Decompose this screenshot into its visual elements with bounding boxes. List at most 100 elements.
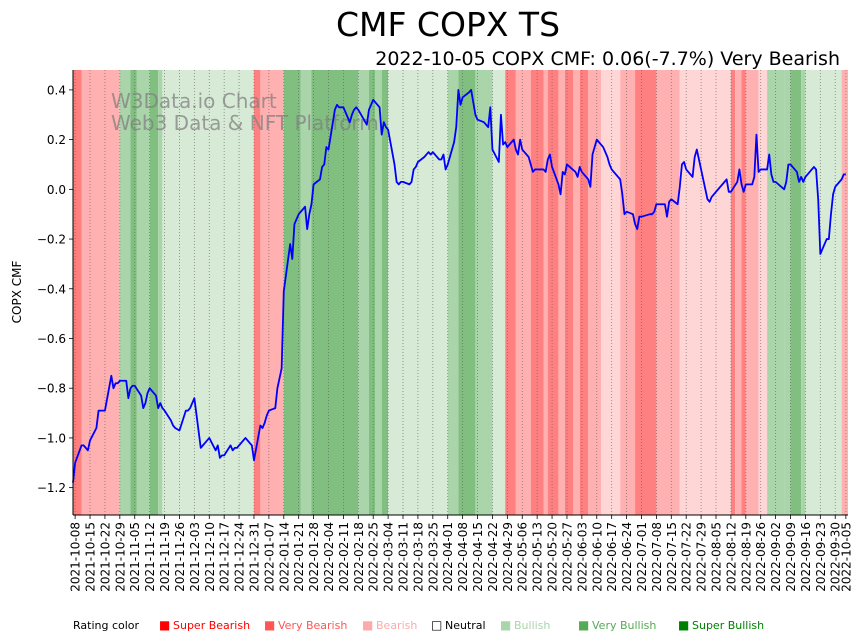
x-tick-label-43: 2022-08-05 <box>709 522 723 592</box>
x-tick-label-2: 2021-10-22 <box>98 522 112 592</box>
legend-label-6: Super Bullish <box>692 619 764 632</box>
rating-band-28 <box>564 70 574 515</box>
x-tick-label-1: 2021-10-15 <box>84 522 98 592</box>
y-tick-label-3: −0.2 <box>37 233 66 247</box>
x-tick-label-37: 2022-06-24 <box>620 522 634 592</box>
x-tick-label-35: 2022-06-10 <box>590 522 604 592</box>
rating-band-32 <box>601 70 621 515</box>
rating-band-41 <box>745 70 759 515</box>
rating-band-8 <box>253 70 261 515</box>
x-tick-label-45: 2022-08-19 <box>739 522 753 592</box>
x-tick-label-41: 2022-07-22 <box>680 522 694 592</box>
rating-band-48 <box>841 70 848 515</box>
x-tick-label-5: 2021-11-12 <box>143 522 157 592</box>
x-ticks: 2021-10-08 2021-10-15 2021-10-22 2021-10-29… <box>69 515 853 592</box>
rating-band-3 <box>130 70 137 515</box>
x-tick-label-21: 2022-03-04 <box>382 522 396 592</box>
rating-band-1 <box>81 70 120 515</box>
rating-band-33 <box>620 70 636 515</box>
legend-swatch-1: ■ <box>264 618 275 632</box>
rating-band-26 <box>547 70 559 515</box>
legend-label-5: Very Bullish <box>592 619 656 632</box>
x-tick-label-23: 2022-03-18 <box>411 522 425 592</box>
x-tick-label-32: 2022-05-20 <box>546 522 560 592</box>
rating-band-36 <box>667 70 680 515</box>
x-tick-label-10: 2021-12-17 <box>218 522 232 592</box>
y-tick-label-8: −1.2 <box>37 481 66 495</box>
y-tick-label-4: −0.4 <box>37 282 66 296</box>
rating-band-35 <box>656 70 668 515</box>
x-tick-label-34: 2022-06-03 <box>575 522 589 592</box>
rating-band-15 <box>375 70 382 515</box>
x-tick-label-24: 2022-03-25 <box>426 522 440 592</box>
rating-band-22 <box>505 70 516 515</box>
rating-band-2 <box>119 70 131 515</box>
legend-label-1: Very Bearish <box>278 619 347 632</box>
x-tick-label-14: 2022-01-14 <box>277 522 291 592</box>
watermark: W3Data.io Chart Web3 Data & NFT Platform <box>111 89 379 135</box>
rating-band-4 <box>136 70 150 515</box>
x-tick-label-42: 2022-07-29 <box>695 522 709 592</box>
x-tick-label-16: 2022-01-28 <box>307 522 321 592</box>
rating-band-46 <box>801 70 806 515</box>
x-tick-label-48: 2022-09-09 <box>784 522 798 592</box>
x-tick-label-30: 2022-05-06 <box>516 522 530 592</box>
legend-swatch-3: □ <box>431 618 442 632</box>
x-tick-label-15: 2022-01-21 <box>292 522 306 592</box>
rating-band-30 <box>579 70 589 515</box>
x-tick-label-47: 2022-09-02 <box>769 522 783 592</box>
rating-band-29 <box>573 70 580 515</box>
x-tick-label-38: 2022-07-01 <box>635 522 649 592</box>
rating-band-16 <box>381 70 389 515</box>
x-tick-label-29: 2022-04-29 <box>501 522 515 592</box>
legend-label-4: Bullish <box>514 619 550 632</box>
legend-swatch-0: ■ <box>159 618 170 632</box>
rating-band-31 <box>588 70 602 515</box>
legend-label-2: Bearish <box>376 619 417 632</box>
x-gridlines <box>74 70 847 515</box>
legend-swatch-4: ■ <box>500 618 511 632</box>
x-tick-label-51: 2022-09-30 <box>829 522 843 592</box>
rating-band-7 <box>162 70 254 515</box>
rating-band-25 <box>543 70 548 515</box>
rating-band-18 <box>447 70 459 515</box>
x-tick-label-13: 2022-01-07 <box>262 522 276 592</box>
legend-title: Rating color <box>73 619 140 632</box>
x-tick-label-52: 2022-10-05 <box>839 522 853 592</box>
y-tick-label-0: 0.4 <box>47 83 66 97</box>
rating-bands <box>73 70 848 515</box>
x-tick-label-31: 2022-05-13 <box>531 522 545 592</box>
rating-band-14 <box>368 70 376 515</box>
rating-band-27 <box>558 70 565 515</box>
x-tick-label-9: 2021-12-10 <box>203 522 217 592</box>
y-tick-label-7: −1.0 <box>37 431 66 445</box>
rating-legend: Rating color ■ Super Bearish ■ Very Bearish… <box>73 618 764 632</box>
rating-band-0 <box>73 70 82 515</box>
x-tick-label-50: 2022-09-23 <box>814 522 828 592</box>
x-tick-label-8: 2021-12-03 <box>188 522 202 592</box>
x-tick-label-18: 2022-02-11 <box>337 522 351 592</box>
rating-band-47 <box>805 70 842 515</box>
legend-swatch-2: ■ <box>362 618 373 632</box>
x-tick-label-40: 2022-07-15 <box>665 522 679 592</box>
x-tick-label-27: 2022-04-15 <box>471 522 485 592</box>
watermark-line-1: W3Data.io Chart <box>111 89 277 113</box>
x-tick-label-0: 2021-10-08 <box>69 522 83 592</box>
x-tick-label-36: 2022-06-17 <box>605 522 619 592</box>
legend-label-0: Super Bearish <box>173 619 250 632</box>
x-tick-label-20: 2022-02-25 <box>367 522 381 592</box>
rating-band-19 <box>458 70 476 515</box>
cmf-series-line <box>72 88 846 483</box>
chart-subtitle: 2022-10-05 COPX CMF: 0.06(-7.7%) Very Be… <box>375 48 840 70</box>
y-axis-label: COPX CMF <box>10 261 24 324</box>
x-tick-label-26: 2022-04-08 <box>456 522 470 592</box>
x-tick-label-3: 2021-10-29 <box>113 522 127 592</box>
rating-band-10 <box>283 70 301 515</box>
y-tick-label-6: −0.8 <box>37 382 66 396</box>
x-tick-label-12: 2021-12-31 <box>247 522 261 592</box>
rating-band-5 <box>149 70 159 515</box>
rating-band-39 <box>735 70 742 515</box>
rating-band-38 <box>730 70 736 515</box>
x-tick-label-17: 2022-02-04 <box>322 522 336 592</box>
x-tick-label-19: 2022-02-18 <box>352 522 366 592</box>
